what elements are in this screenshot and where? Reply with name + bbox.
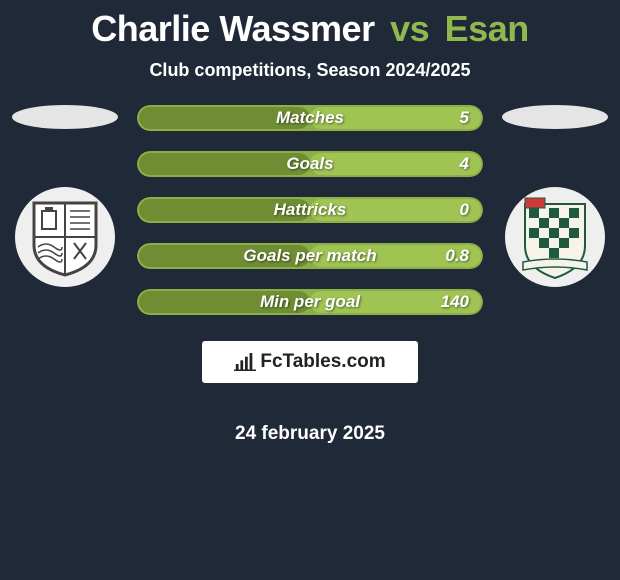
stat-bar-left (139, 153, 310, 175)
stat-value-right: 4 (460, 154, 469, 174)
date-label: 24 february 2025 (235, 423, 385, 445)
player2-marker-ellipse (502, 105, 608, 129)
brand-box: FcTables.com (202, 341, 418, 383)
brand-text: FcTables.com (260, 351, 385, 373)
stat-label: Hattricks (274, 200, 347, 220)
main-layout: Matches 5 Goals 4 Hattricks 0 Goals per match 0… (0, 105, 620, 445)
player1-name: Charlie Wassmer (91, 8, 374, 49)
stat-label: Matches (276, 108, 344, 128)
stats-column: Matches 5 Goals 4 Hattricks 0 Goals per match 0… (137, 105, 483, 445)
stat-label: Goals (286, 154, 333, 174)
comparison-card: Charlie Wassmer vs Esan Club competition… (0, 0, 620, 445)
stat-value-right: 5 (460, 108, 469, 128)
stat-row: Goals 4 (137, 151, 483, 177)
player2-name: Esan (445, 8, 529, 49)
subtitle: Club competitions, Season 2024/2025 (0, 60, 620, 81)
bar-chart-icon (234, 353, 256, 371)
right-side (501, 105, 609, 287)
checker-shield-icon (517, 194, 593, 280)
stat-row: Min per goal 140 (137, 289, 483, 315)
player2-club-crest (505, 187, 605, 287)
vs-label: vs (390, 8, 429, 49)
stat-label: Goals per match (243, 246, 376, 266)
comparison-title: Charlie Wassmer vs Esan (0, 8, 620, 50)
left-side (11, 105, 119, 287)
stat-row: Goals per match 0.8 (137, 243, 483, 269)
stat-bar-right (310, 153, 481, 175)
stat-row: Matches 5 (137, 105, 483, 131)
shield-quadrant-icon (30, 197, 100, 277)
stat-row: Hattricks 0 (137, 197, 483, 223)
player1-club-crest (15, 187, 115, 287)
stat-value-right: 140 (441, 292, 469, 312)
player1-marker-ellipse (12, 105, 118, 129)
stat-label: Min per goal (260, 292, 360, 312)
stat-value-right: 0.8 (445, 246, 469, 266)
stat-value-right: 0 (460, 200, 469, 220)
